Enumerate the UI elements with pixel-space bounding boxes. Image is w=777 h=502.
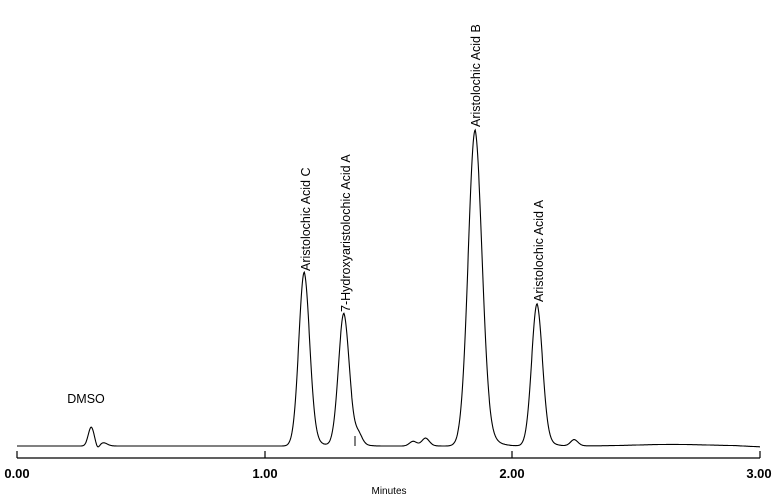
peak-label-dmso: DMSO bbox=[67, 392, 105, 406]
x-tick-2: 2.00 bbox=[499, 466, 524, 481]
chromatogram-trace bbox=[17, 128, 760, 448]
x-tick-3: 3.00 bbox=[746, 466, 771, 481]
x-tick-1: 1.00 bbox=[252, 466, 277, 481]
x-tick-0: 0.00 bbox=[4, 466, 29, 481]
x-axis-title: Minutes bbox=[371, 486, 406, 497]
peak-label-aristolochic-acid-c: Aristolochic Acid C bbox=[299, 167, 313, 271]
peak-label-7-hydroxyaristolochic-acid-a: 7-Hydroxyaristolochic Acid A bbox=[339, 154, 353, 312]
peak-label-aristolochic-acid-a: Aristolochic Acid A bbox=[532, 199, 546, 302]
x-axis: 0.00 1.00 2.00 3.00 Minutes bbox=[4, 451, 772, 497]
peak-label-aristolochic-acid-b: Aristolochic Acid B bbox=[469, 24, 483, 127]
